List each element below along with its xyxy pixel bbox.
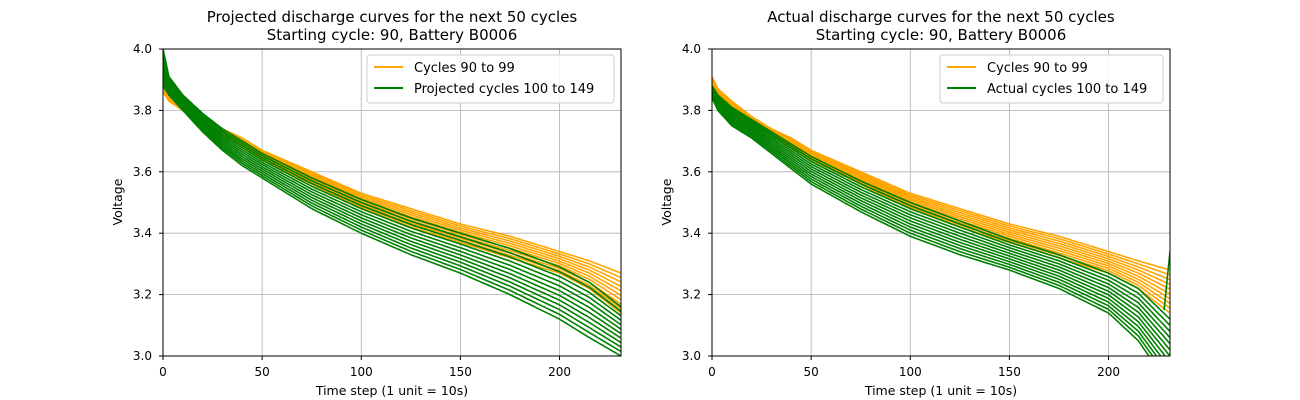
series-line-history (712, 79, 1170, 281)
y-axis-label: Voltage (110, 178, 125, 225)
series-line-next (712, 91, 1170, 351)
series-line-next (712, 88, 1170, 339)
y-axis-label: Voltage (659, 178, 674, 225)
x-axis-label: Time step (1 unit = 10s) (864, 383, 1017, 398)
chart-subtitle: Starting cycle: 90, Battery B0006 (267, 26, 518, 44)
actual-discharge-chart: Actual discharge curves for the next 50 … (659, 8, 1171, 398)
chart-subtitle: Starting cycle: 90, Battery B0006 (816, 26, 1067, 44)
y-tick-label: 3.2 (133, 288, 152, 302)
y-tick-label: 3.0 (682, 349, 701, 363)
series-line-next (712, 95, 1158, 356)
legend-label: Actual cycles 100 to 149 (987, 82, 1147, 97)
series-line-history (712, 89, 1170, 309)
x-tick-label: 50 (254, 365, 269, 379)
series-line-next (712, 89, 1170, 345)
series-line-next (712, 86, 1170, 326)
series-line-history (712, 84, 1170, 295)
projected-discharge-chart: Projected discharge curves for the next … (110, 8, 622, 398)
x-tick-label: 100 (899, 365, 922, 379)
series-line-next (712, 96, 1154, 356)
legend-box (939, 54, 1164, 104)
plot-area (712, 76, 1170, 356)
y-tick-label: 3.4 (133, 226, 152, 240)
series-line-next (163, 85, 621, 356)
y-tick-label: 3.0 (133, 349, 152, 363)
series-line-history (163, 84, 621, 292)
series-line-next (712, 94, 1162, 356)
series-line-history (712, 83, 1170, 290)
x-axis-ticks: 0 50 100 150 200 (159, 356, 571, 379)
x-tick-label: 150 (449, 365, 472, 379)
series-line-history (712, 81, 1170, 286)
y-tick-label: 3.8 (133, 103, 152, 117)
x-tick-label: 150 (998, 365, 1021, 379)
y-tick-label: 4.0 (682, 42, 701, 56)
x-axis-label: Time step (1 unit = 10s) (315, 383, 468, 398)
axes-frame (711, 48, 1171, 357)
x-tick-label: 100 (350, 365, 373, 379)
series-line-next (712, 87, 1170, 332)
y-tick-label: 3.4 (682, 226, 701, 240)
series-line-next (163, 82, 621, 353)
y-tick-label: 3.8 (682, 103, 701, 117)
series-line-history (163, 90, 621, 310)
y-tick-label: 3.2 (682, 288, 701, 302)
x-tick-label: 200 (548, 365, 571, 379)
y-tick-label: 3.6 (133, 165, 152, 179)
y-axis-ticks: 3.0 3.2 3.4 3.6 3.8 4.0 (133, 42, 163, 363)
legend: Cycles 90 to 99 Actual cycles 100 to 149 (939, 54, 1164, 104)
chart-title: Actual discharge curves for the next 50 … (767, 8, 1115, 26)
series-line-next (712, 97, 1150, 356)
series-line-next (163, 65, 621, 330)
x-tick-label: 50 (803, 365, 818, 379)
axes-frame (162, 48, 622, 357)
legend-label: Projected cycles 100 to 149 (414, 82, 594, 97)
y-axis-ticks: 3.0 3.2 3.4 3.6 3.8 4.0 (682, 42, 712, 363)
series-line-history (163, 83, 621, 288)
series-line-history (712, 76, 1170, 271)
x-tick-label: 0 (159, 365, 167, 379)
series-line-history (163, 79, 621, 274)
chart-title: Projected discharge curves for the next … (207, 8, 578, 26)
legend: Cycles 90 to 99 Projected cycles 100 to … (366, 54, 615, 104)
series-line-next (712, 93, 1167, 356)
series-line-spike (1163, 251, 1170, 311)
series-line-next (163, 52, 621, 312)
plot-area (163, 49, 621, 356)
series-line-next (712, 85, 1170, 320)
series-line-next (163, 55, 621, 317)
legend-label: Cycles 90 to 99 (987, 61, 1088, 76)
series-line-next (163, 49, 621, 308)
series-line-next (163, 78, 621, 348)
series-line-history (163, 88, 621, 305)
series-line-next (163, 68, 621, 335)
series-line-next (163, 62, 621, 326)
series-line-history (163, 80, 621, 279)
x-tick-label: 0 (708, 365, 716, 379)
series-line-history (712, 77, 1170, 276)
legend-label: Cycles 90 to 99 (414, 61, 515, 76)
x-tick-label: 200 (1097, 365, 1120, 379)
x-axis-ticks: 0 50 100 150 200 (708, 356, 1120, 379)
series-line-next (163, 75, 621, 344)
series-line-next (712, 92, 1170, 356)
legend-box (366, 54, 615, 104)
y-tick-label: 3.6 (682, 165, 701, 179)
series-line-next (163, 58, 621, 321)
series-line-next (163, 72, 621, 339)
y-tick-label: 4.0 (133, 42, 152, 56)
